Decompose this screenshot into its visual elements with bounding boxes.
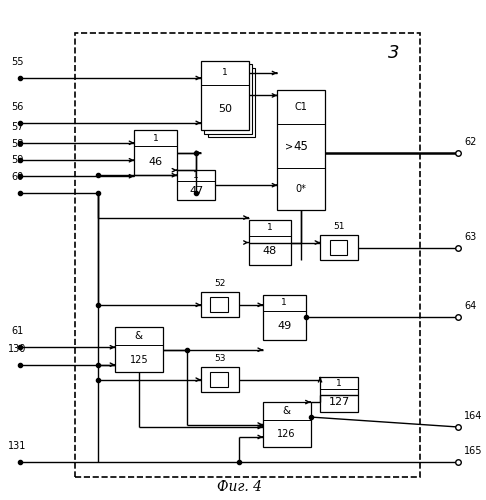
- Bar: [330, 240, 347, 255]
- Text: 50: 50: [218, 104, 232, 115]
- Text: 127: 127: [329, 396, 350, 406]
- Text: 126: 126: [278, 430, 296, 440]
- Text: 62: 62: [464, 137, 476, 147]
- Bar: [320, 377, 358, 412]
- Text: 47: 47: [189, 186, 203, 196]
- Text: 60: 60: [11, 172, 23, 181]
- Text: &: &: [135, 332, 143, 342]
- Text: 53: 53: [214, 354, 226, 363]
- Bar: [201, 60, 248, 130]
- Text: 64: 64: [464, 302, 476, 312]
- Bar: [115, 328, 163, 372]
- Text: 56: 56: [11, 102, 23, 112]
- Text: C1: C1: [295, 102, 308, 112]
- Bar: [74, 33, 420, 477]
- Text: 52: 52: [214, 280, 226, 288]
- Bar: [263, 402, 311, 447]
- Bar: [210, 298, 227, 312]
- Text: 1: 1: [267, 224, 273, 232]
- Text: 165: 165: [464, 446, 483, 456]
- Text: 1: 1: [153, 134, 158, 142]
- Text: 0*: 0*: [295, 184, 307, 194]
- Text: 58: 58: [11, 140, 23, 149]
- Bar: [204, 64, 252, 134]
- Bar: [263, 295, 306, 340]
- Bar: [248, 220, 292, 265]
- Text: 63: 63: [464, 232, 476, 241]
- Text: 1: 1: [281, 298, 287, 307]
- Text: 1: 1: [222, 68, 227, 77]
- Bar: [210, 372, 227, 387]
- Text: 61: 61: [11, 326, 23, 336]
- Bar: [177, 170, 215, 200]
- Text: 1: 1: [336, 379, 342, 388]
- Bar: [201, 367, 239, 392]
- Bar: [277, 90, 325, 210]
- Text: 46: 46: [149, 156, 163, 166]
- Bar: [134, 130, 177, 175]
- Text: 3: 3: [388, 44, 399, 62]
- Text: 55: 55: [11, 57, 24, 67]
- Text: &: &: [283, 406, 291, 416]
- Text: 48: 48: [263, 246, 277, 256]
- Text: 164: 164: [464, 411, 483, 421]
- Text: 59: 59: [11, 155, 23, 165]
- Text: 130: 130: [8, 344, 27, 353]
- Text: 125: 125: [130, 354, 148, 364]
- Bar: [208, 68, 255, 138]
- Text: 131: 131: [8, 441, 27, 451]
- Bar: [320, 235, 358, 260]
- Text: 57: 57: [11, 122, 24, 132]
- Bar: [201, 292, 239, 318]
- Text: 1: 1: [193, 171, 199, 180]
- Text: >: >: [285, 141, 293, 151]
- Text: 45: 45: [294, 140, 309, 152]
- Text: Фиг. 4: Фиг. 4: [217, 480, 261, 494]
- Text: 51: 51: [333, 222, 345, 231]
- Text: 49: 49: [277, 322, 292, 332]
